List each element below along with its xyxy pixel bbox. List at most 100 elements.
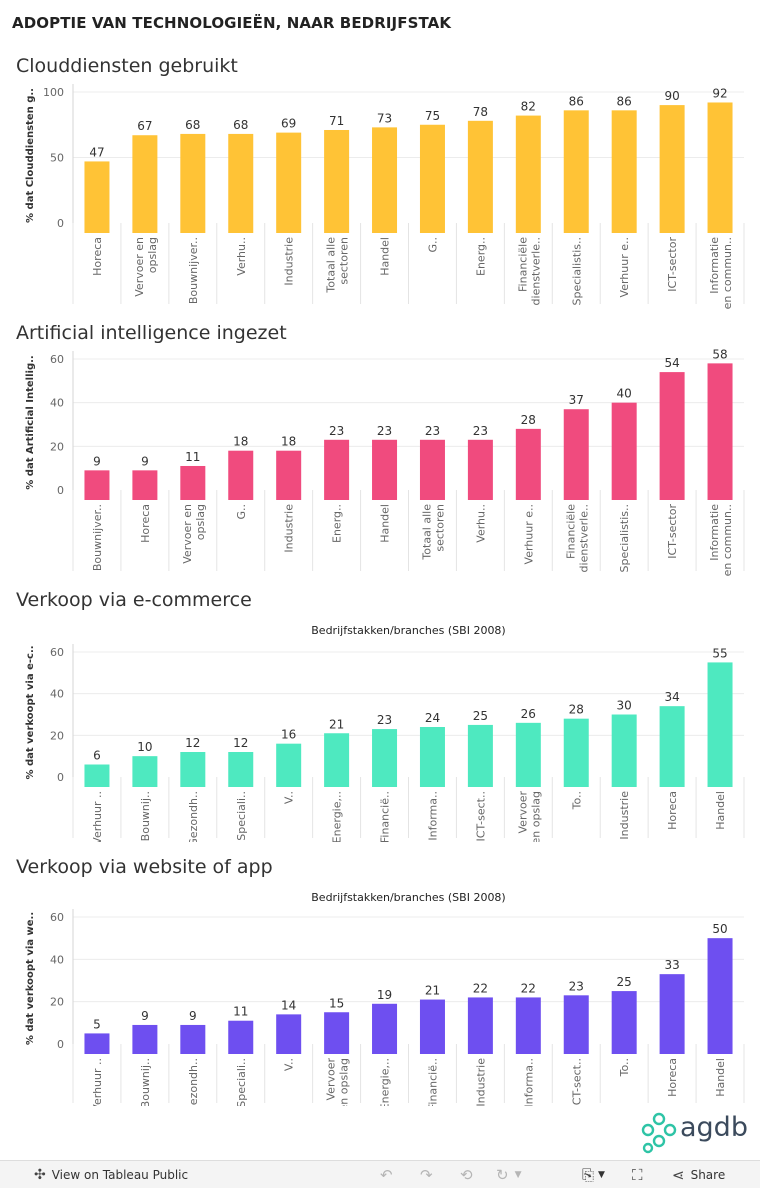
bar[interactable] <box>84 1033 110 1054</box>
revert-button[interactable]: ⟲ <box>460 1161 473 1188</box>
bar[interactable] <box>515 115 541 233</box>
x-tick-label-line: Industrie <box>283 237 296 286</box>
x-tick-label: Verhu.. <box>474 504 487 543</box>
bar[interactable] <box>611 991 637 1054</box>
bar[interactable] <box>180 133 206 233</box>
x-tick-label-line: Energie,.. <box>379 1058 392 1106</box>
x-tick-label-line: Handel <box>379 504 392 543</box>
bar[interactable] <box>467 439 493 500</box>
view-on-tableau-public-button[interactable]: ✣ View on Tableau Public <box>34 1161 188 1188</box>
undo-button[interactable]: ↶ <box>380 1161 393 1188</box>
bar[interactable] <box>276 132 302 233</box>
bar[interactable] <box>84 764 110 788</box>
bar[interactable] <box>180 465 206 500</box>
bar[interactable] <box>707 662 733 787</box>
bar[interactable] <box>180 752 206 787</box>
bar[interactable] <box>419 727 445 787</box>
bar[interactable] <box>659 372 685 500</box>
bar[interactable] <box>515 722 541 787</box>
pause-button[interactable]: ↻ ▼ <box>496 1161 522 1188</box>
bar[interactable] <box>132 756 158 787</box>
bar[interactable] <box>467 997 493 1054</box>
x-tick-label: Industrie <box>474 1058 487 1106</box>
bar[interactable] <box>707 102 733 233</box>
share-icon: ⋖ <box>672 1165 685 1184</box>
data-label: 40 <box>617 387 632 401</box>
redo-button[interactable]: ↷ <box>420 1161 433 1188</box>
redo-icon: ↷ <box>420 1165 433 1184</box>
bar[interactable] <box>228 450 254 500</box>
chart-artificial-intelligence: Artificial intelligence ingezet % dat Art… <box>16 322 745 576</box>
bar[interactable] <box>419 439 445 500</box>
x-tick-label-line: V.. <box>283 1058 296 1071</box>
bar[interactable] <box>228 1020 254 1054</box>
share-button[interactable]: ⋖ Share <box>672 1161 725 1188</box>
x-tick-label-line: Speciali.. <box>235 791 248 841</box>
bar[interactable] <box>611 110 637 233</box>
x-tick-label-line: Horeca <box>91 237 104 276</box>
bar[interactable] <box>419 124 445 233</box>
x-tick-label: ICT-sector <box>666 504 679 559</box>
bar[interactable] <box>132 1024 158 1054</box>
data-label: 69 <box>281 117 296 131</box>
tableau-icon: ✣ <box>34 1166 46 1183</box>
x-tick-label-line: Vervoer <box>516 791 529 834</box>
data-label: 67 <box>137 119 152 133</box>
bar[interactable] <box>659 974 685 1054</box>
bar[interactable] <box>372 127 398 233</box>
bar[interactable] <box>659 105 685 233</box>
x-tick-label-line: Informatie <box>708 504 721 561</box>
bar[interactable] <box>324 733 350 787</box>
x-tick-label: Informatieen commun.. <box>708 237 734 310</box>
bar[interactable] <box>180 1024 206 1054</box>
bar[interactable] <box>659 706 685 787</box>
data-label: 22 <box>521 981 536 995</box>
bar[interactable] <box>515 997 541 1054</box>
bar[interactable] <box>324 1012 350 1054</box>
bar[interactable] <box>228 133 254 233</box>
bar[interactable] <box>132 135 158 233</box>
bar[interactable] <box>276 1014 302 1054</box>
x-tick-label: Totaal allesectoren <box>325 237 351 294</box>
fullscreen-button[interactable]: ⛶ <box>632 1161 643 1188</box>
data-label: 33 <box>664 958 679 972</box>
bar[interactable] <box>84 470 110 500</box>
bar[interactable] <box>419 999 445 1054</box>
bar[interactable] <box>276 743 302 787</box>
bar[interactable] <box>707 938 733 1054</box>
bar[interactable] <box>372 729 398 787</box>
x-tick-label-line: opslag <box>146 237 159 273</box>
x-tick-label-line: Financië.. <box>426 1058 439 1106</box>
bar[interactable] <box>276 450 302 500</box>
bar[interactable] <box>563 110 589 233</box>
bar[interactable] <box>515 428 541 500</box>
tableau-toolbar: ✣ View on Tableau Public ↶ ↷ ⟲ ↻ ▼ ⎘ ▼ ⛶ ⋖… <box>0 1160 760 1188</box>
bar[interactable] <box>84 161 110 233</box>
data-label: 9 <box>93 454 101 468</box>
bar[interactable] <box>563 718 589 787</box>
agdb-logo-text: agdb <box>680 1112 748 1143</box>
bar[interactable] <box>467 724 493 787</box>
data-label: 12 <box>233 736 248 750</box>
bar[interactable] <box>563 995 589 1054</box>
bar[interactable] <box>467 120 493 233</box>
data-label: 5 <box>93 1017 101 1031</box>
bar[interactable] <box>324 129 350 233</box>
bar[interactable] <box>707 363 733 500</box>
bar[interactable] <box>132 470 158 500</box>
x-tick-label: Speciali.. <box>235 1058 248 1106</box>
bar[interactable] <box>372 439 398 500</box>
bar[interactable] <box>372 1003 398 1054</box>
bar[interactable] <box>563 409 589 500</box>
bar[interactable] <box>228 752 254 787</box>
x-tick-label-line: Specialistis.. <box>618 504 631 573</box>
bar[interactable] <box>611 714 637 788</box>
bar[interactable] <box>611 402 637 500</box>
dashboard-title: ADOPTIE VAN TECHNOLOGIEËN, NAAR BEDRIJFS… <box>12 14 452 32</box>
x-tick-label: Verhuur .. <box>91 791 104 842</box>
x-tick-label: Verhuur e.. <box>618 237 631 297</box>
data-label: 15 <box>329 996 344 1010</box>
data-label: 22 <box>473 981 488 995</box>
download-button[interactable]: ⎘ ▼ <box>582 1161 605 1188</box>
bar[interactable] <box>324 439 350 500</box>
